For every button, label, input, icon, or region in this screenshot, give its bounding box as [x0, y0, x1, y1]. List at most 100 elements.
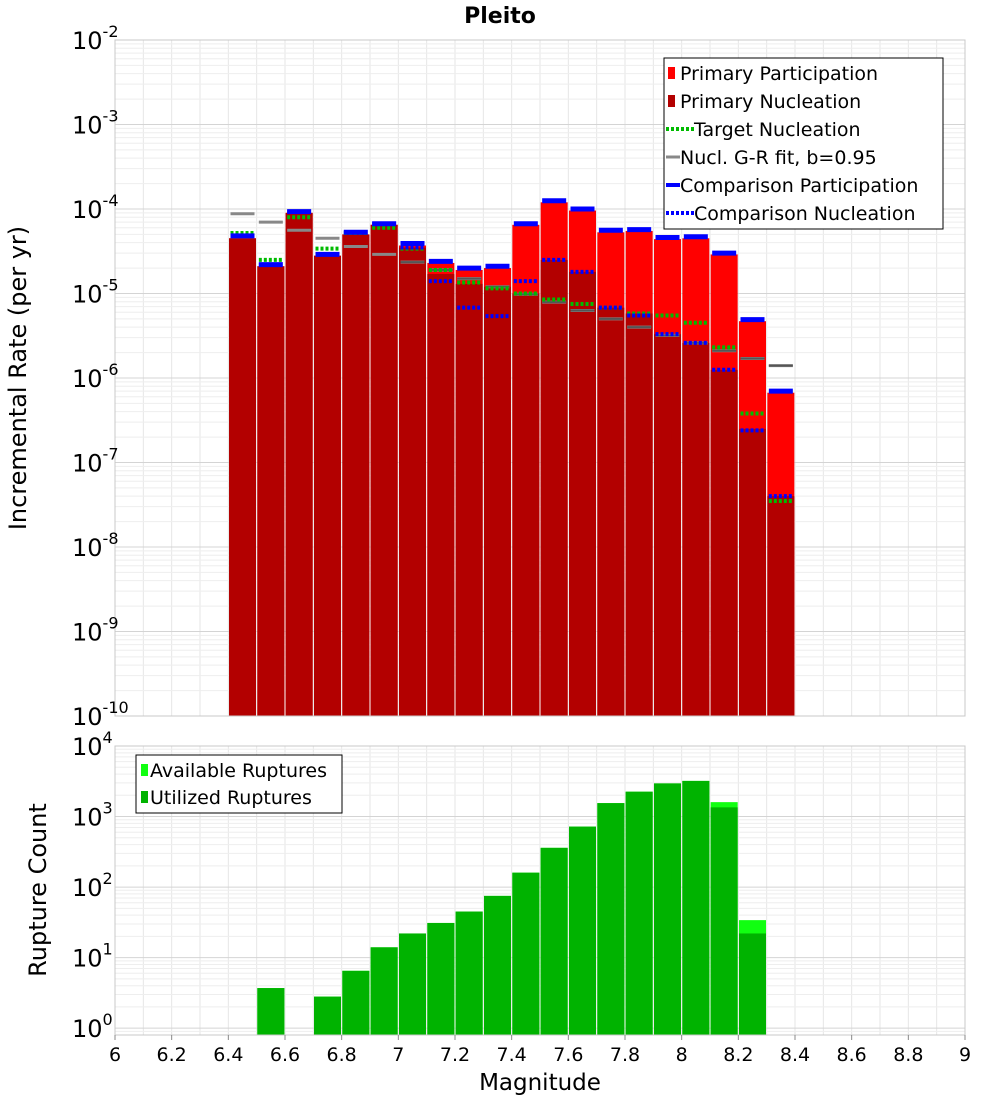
x-tick-label: 7.8	[610, 1044, 640, 1066]
y-tick-base: 10	[72, 281, 103, 309]
y-tick-label: 10-7	[72, 445, 119, 478]
y-tick-exp: -3	[103, 107, 119, 126]
legend-swatch	[668, 95, 675, 107]
x-tick-label: 6	[109, 1044, 121, 1066]
legend-label: Target Nucleation	[693, 119, 861, 141]
legend-label: Nucl. G-R fit, b=0.95	[680, 147, 877, 169]
y-tick-label: 101	[72, 940, 113, 973]
legend-swatch	[141, 764, 148, 776]
y-tick-base: 10	[72, 112, 103, 140]
marks-top	[230, 198, 793, 504]
x-tick-label: 8.2	[723, 1044, 753, 1066]
bar-utilized-ruptures	[540, 847, 568, 1035]
bar-utilized-ruptures	[455, 911, 483, 1035]
y-tick-label: 10-9	[72, 614, 119, 647]
y-tick-label: 10-10	[72, 698, 129, 731]
bar-primary-nucleation	[597, 307, 625, 716]
plot-frame-top	[114, 39, 966, 717]
x-tick-label: 7.6	[553, 1044, 583, 1066]
bar-utilized-ruptures	[342, 970, 370, 1035]
bar-primary-nucleation	[654, 334, 681, 716]
y-tick-base: 10	[72, 196, 103, 224]
bar-utilized-ruptures	[427, 922, 455, 1035]
y-tick-label: 10-3	[72, 107, 119, 140]
grid-top	[114, 40, 966, 717]
y-tick-label: 104	[72, 728, 113, 761]
y-tick-label: 103	[72, 799, 113, 832]
y-tick-exp: -6	[103, 360, 119, 379]
x-tick-label: 8.4	[780, 1044, 810, 1066]
y-tick-exp: -8	[103, 529, 119, 548]
plot-frame-bottom	[114, 745, 966, 1036]
legend-label: Utilized Ruptures	[150, 787, 312, 809]
y-tick-label: 10-4	[72, 191, 119, 224]
y-tick-base: 10	[72, 534, 103, 562]
bar-primary-nucleation	[767, 496, 795, 716]
x-tick-label: 6.2	[157, 1044, 187, 1066]
x-tick-label: 7	[392, 1044, 404, 1066]
y-tick-exp: -9	[103, 614, 119, 633]
bars-bottom	[257, 780, 766, 1035]
y-tick-exp: -2	[103, 22, 119, 41]
y-tick-exp: -4	[103, 191, 119, 210]
bar-primary-nucleation	[342, 234, 370, 717]
y-tick-base: 10	[72, 703, 103, 731]
y-tick-exp: -10	[103, 698, 129, 717]
legend-box	[663, 57, 944, 230]
bar-primary-nucleation	[710, 369, 738, 716]
y-tick-label: 10-5	[72, 276, 119, 309]
legend-label: Available Ruptures	[150, 760, 327, 782]
bar-utilized-ruptures	[484, 895, 511, 1035]
y-tick-label: 10-8	[72, 529, 119, 562]
bar-primary-nucleation	[682, 342, 710, 716]
bar-primary-nucleation	[625, 313, 653, 716]
y-axis-label-bottom: Rupture Count	[24, 803, 52, 977]
bar-utilized-ruptures	[739, 933, 766, 1035]
y-tick-exp: 4	[103, 728, 113, 747]
legend-bottom: Available Ruptures Utilized Ruptures	[135, 754, 343, 814]
bar-primary-nucleation	[512, 293, 540, 716]
legend-top: Primary Participation Primary Nucleation T…	[663, 57, 944, 230]
legend-swatch	[141, 791, 148, 803]
x-tick-label: 6.6	[270, 1044, 300, 1066]
bar-utilized-ruptures	[399, 933, 426, 1035]
bar-primary-nucleation	[427, 274, 455, 716]
y-tick-base: 10	[72, 365, 103, 393]
y-tick-exp: 3	[103, 799, 113, 818]
y-tick-base: 10	[72, 619, 103, 647]
legend-box	[135, 754, 343, 814]
x-tick-label: 6.8	[327, 1044, 357, 1066]
y-tick-base: 10	[72, 27, 103, 55]
legend-label: Primary Nucleation	[680, 91, 861, 113]
y-tick-exp: 2	[103, 869, 113, 888]
y-tick-label: 10-6	[72, 360, 119, 393]
bar-primary-nucleation	[314, 255, 341, 716]
y-tick-label: 100	[72, 1010, 113, 1043]
bar-utilized-ruptures	[682, 780, 710, 1035]
bar-primary-nucleation	[285, 212, 313, 716]
bar-primary-nucleation	[370, 224, 398, 716]
y-tick-label: 102	[72, 869, 113, 902]
y-tick-base: 10	[72, 874, 103, 902]
bar-utilized-ruptures	[597, 803, 625, 1035]
y-tick-exp: -5	[103, 276, 119, 295]
y-axis-label-top: Incremental Rate (per yr)	[4, 226, 32, 530]
x-tick-label: 8.6	[837, 1044, 867, 1066]
y-tick-base: 10	[72, 1015, 103, 1043]
bar-utilized-ruptures	[710, 807, 738, 1035]
y-tick-exp: 1	[103, 940, 113, 959]
y-tick-exp: -7	[103, 445, 119, 464]
legend-label: Primary Participation	[680, 63, 878, 85]
legend-swatch	[668, 67, 675, 79]
y-tick-base: 10	[72, 733, 103, 761]
bar-primary-nucleation	[484, 286, 511, 716]
x-tick-label: 8	[676, 1044, 688, 1066]
bar-primary-nucleation	[257, 266, 285, 716]
y-tick-base: 10	[72, 450, 103, 478]
bars-top	[229, 202, 795, 717]
x-tick-label: 6.4	[213, 1044, 243, 1066]
y-tick-base: 10	[72, 945, 103, 973]
